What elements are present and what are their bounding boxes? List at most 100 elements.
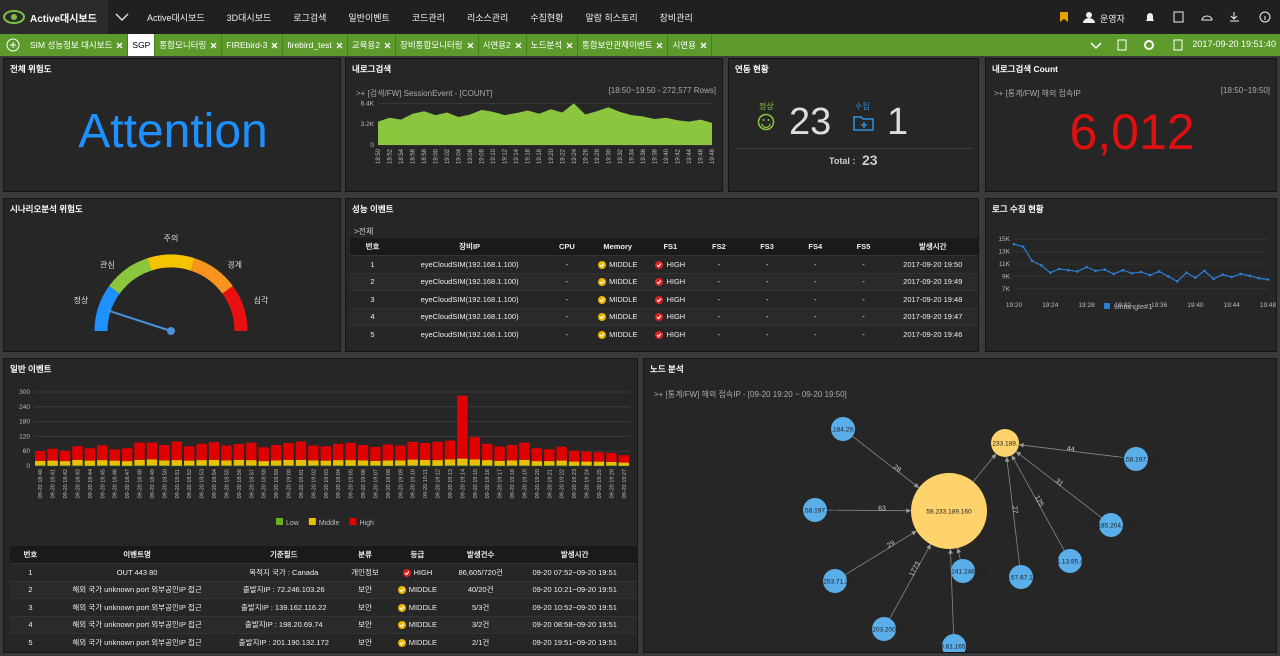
table-row[interactable]: 1 eyeCloudSIM(192.168.1.100) - MIDDLE HIGH - -…: [350, 255, 978, 273]
bar-segment: [370, 447, 381, 461]
bar-segment: [270, 445, 282, 461]
panel-title: 일반 이벤트: [10, 364, 52, 374]
x-tick-label: 19:14: [514, 148, 520, 164]
tab[interactable]: FIREbird-3: [222, 34, 284, 56]
node-label: 216.58.197.179: [1113, 457, 1159, 464]
bar-segment: [333, 460, 344, 466]
toolbar-icons[interactable]: [1142, 10, 1276, 24]
x-tick-label: 09-20 19:03: [324, 469, 330, 498]
tab[interactable]: 통합보안관제이벤트: [578, 34, 669, 56]
table-cell: 86,605/720건: [448, 563, 513, 581]
close-icon[interactable]: [467, 42, 474, 49]
bar-segment: [97, 465, 108, 466]
bar-segment: [72, 446, 83, 460]
tab[interactable]: 노드분석: [527, 34, 579, 56]
table-cell: HIGH: [645, 325, 695, 343]
table-row[interactable]: 5 eyeCloudSIM(192.168.1.100) - MIDDLE HIGH - -…: [350, 325, 978, 343]
table-row[interactable]: 5 해외 국가 unknown port 외부공인IP 접근 출발지IP : 201…: [10, 633, 637, 651]
tab[interactable]: 교육용2: [348, 34, 396, 56]
bar-segment: [357, 445, 369, 461]
y-tick-label: 13K: [998, 249, 1010, 256]
node[interactable]: [1124, 447, 1148, 471]
menu-item[interactable]: 로그검색: [293, 12, 327, 23]
menu-item[interactable]: 알람 히스토리: [585, 12, 638, 23]
cell-text: MIDDLE: [609, 259, 638, 269]
cell-text: 1: [370, 259, 375, 269]
tab[interactable]: firebird_test: [283, 34, 348, 56]
filter[interactable]: >전체: [354, 227, 374, 236]
close-icon[interactable]: [336, 42, 343, 49]
node-label: 17.253.71.202: [814, 579, 856, 586]
menu-item[interactable]: 수집현황: [530, 12, 564, 23]
bar-segment: [457, 458, 468, 466]
node[interactable]: [911, 473, 987, 549]
node[interactable]: [803, 498, 827, 522]
tab[interactable]: 장비통합모니터링: [396, 34, 479, 56]
menu-item[interactable]: 코드관리: [411, 12, 445, 23]
table-row[interactable]: 4 해외 국가 unknown port 외부공인IP 접근 출발지IP : 198…: [10, 615, 637, 634]
menu-toggle[interactable]: [108, 0, 136, 34]
node[interactable]: [942, 634, 966, 653]
x-tick-label: 19:10: [491, 148, 497, 164]
user-name[interactable]: 운영자: [1100, 14, 1125, 24]
close-icon[interactable]: [700, 42, 707, 49]
node[interactable]: [991, 429, 1019, 457]
node[interactable]: [1099, 513, 1123, 537]
tab[interactable]: SGP: [128, 34, 156, 56]
table-cell: -: [839, 307, 888, 326]
menu-item[interactable]: Active대시보드: [147, 12, 205, 23]
edge: [1004, 456, 1020, 566]
x-tick-label: 19:48: [1260, 302, 1277, 309]
node[interactable]: [1058, 549, 1082, 573]
y-tick-label: 11K: [999, 261, 1011, 268]
node[interactable]: [823, 569, 847, 593]
node[interactable]: [951, 559, 975, 583]
close-icon[interactable]: [384, 42, 391, 49]
close-icon[interactable]: [515, 42, 522, 49]
table-cell: eyeCloudSIM(192.168.1.100): [394, 255, 545, 273]
column-header: 번호: [350, 238, 395, 256]
table-row[interactable]: 3 해외 국가 unknown port 외부공인IP 접근 출발지IP : 139…: [10, 598, 637, 616]
table-row[interactable]: 1 OUT 443 80 목적지 국가 : Canada 개인정보 HIGH 86,605…: [10, 563, 637, 581]
tab[interactable]: 시연용: [668, 34, 712, 56]
node[interactable]: [831, 417, 855, 441]
menu-item[interactable]: 장비관리: [659, 12, 693, 23]
close-icon[interactable]: [271, 42, 278, 49]
bookmark-icon[interactable]: [1058, 11, 1070, 23]
point: [1048, 271, 1052, 274]
table-cell: 1: [10, 563, 51, 581]
count-panel: 내로그검색 Count >+ [통계/FW] 해외 접속IP [18:50~19…: [985, 58, 1277, 192]
table-cell: eyeCloudSIM(192.168.1.100): [394, 307, 545, 326]
close-icon[interactable]: [116, 42, 123, 49]
tab-tools[interactable]: [1088, 37, 1188, 53]
close-icon[interactable]: [210, 42, 217, 49]
point: [1166, 275, 1170, 278]
menu-item[interactable]: 리소스관리: [466, 12, 509, 23]
column-header: CPU: [544, 238, 590, 256]
menu-item[interactable]: 3D대시보드: [226, 12, 272, 23]
close-icon[interactable]: [656, 42, 663, 49]
tab[interactable]: SIM 성능정보 대시보드: [26, 34, 129, 56]
menu-item[interactable]: 일반이벤트: [348, 12, 390, 23]
bar-segment: [469, 465, 480, 466]
edge: [956, 547, 962, 560]
x-tick-label: 19:32: [1115, 302, 1132, 309]
table-row[interactable]: 2 해외 국가 unknown port 외부공인IP 접근 출발지IP : 72.…: [10, 580, 637, 599]
table-row[interactable]: 3 eyeCloudSIM(192.168.1.100) - MIDDLE HIGH - -…: [350, 290, 978, 308]
edge-label: 29: [886, 540, 896, 550]
edge-label: 28: [892, 464, 903, 474]
add-tab[interactable]: [6, 38, 20, 52]
node[interactable]: [872, 617, 896, 641]
close-icon[interactable]: [566, 42, 573, 49]
logo[interactable]: Active대시보드: [0, 0, 108, 34]
tab[interactable]: 통합모니터링: [155, 34, 223, 56]
cell-text: -: [862, 329, 865, 339]
node[interactable]: [1009, 565, 1033, 589]
tab[interactable]: 시연용2: [479, 34, 527, 56]
table-row[interactable]: 2 eyeCloudSIM(192.168.1.100) - MIDDLE HIGH - -…: [350, 272, 978, 291]
cell-text: 목적지 국가 : Canada: [249, 567, 319, 577]
table-row[interactable]: 4 eyeCloudSIM(192.168.1.100) - MIDDLE HIGH - -…: [350, 307, 978, 326]
cell-text: 5/3건: [472, 602, 490, 612]
edge-label: 63: [878, 505, 886, 512]
x-tick-label: 09-20 18:45: [100, 469, 106, 498]
